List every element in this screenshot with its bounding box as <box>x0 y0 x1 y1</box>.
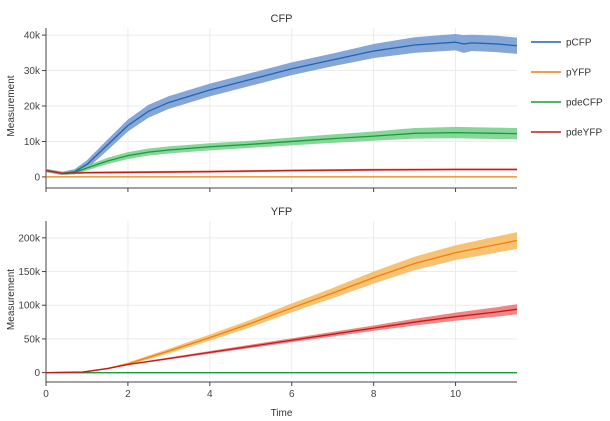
x-tick-label: 8 <box>371 389 377 400</box>
x-tick-label: 4 <box>207 389 213 400</box>
x-tick-label: 2 <box>125 389 131 400</box>
x-tick-label: 6 <box>289 389 295 400</box>
x-tick-label: 0 <box>43 389 49 400</box>
band-pCFP <box>46 34 517 176</box>
x-tick-label: 10 <box>450 389 462 400</box>
y-tick-label: 50k <box>24 334 41 345</box>
y-tick-label: 20k <box>24 102 41 113</box>
band-pdeYFP <box>46 304 517 373</box>
x-axis-title: Time <box>271 408 293 419</box>
panel-cfp: 0 10k 20k 30k 40k CFP Measurement <box>6 13 518 192</box>
y-tick-label: 200k <box>18 233 41 244</box>
band-pdeCFP <box>46 126 517 175</box>
panel-title: YFP <box>271 206 292 218</box>
series-line-pdeYFP <box>45 308 518 374</box>
series-line-pdeCFP <box>45 131 518 175</box>
y-tick-label: 0 <box>34 172 40 183</box>
y-tick-label: 100k <box>18 301 41 312</box>
legend-label-pdeYFP: pdeYFP <box>566 128 602 139</box>
legend-label-pYFP: pYFP <box>566 68 591 79</box>
y-tick-label: 10k <box>24 137 41 148</box>
band-pYFP <box>46 232 517 373</box>
y-axis-title: Measurement <box>6 269 17 330</box>
legend-label-pdeCFP: pdeCFP <box>566 98 603 109</box>
series-line-pdeYFP <box>45 168 517 175</box>
y-tick-label: 40k <box>24 31 41 42</box>
legend-label-pCFP: pCFP <box>566 38 592 49</box>
y-tick-label: 150k <box>18 267 41 278</box>
y-tick-label: 0 <box>34 368 40 379</box>
panel-yfp: 0 50k 100k 150k 200k 0 2 4 6 8 10 YFP Measurement Tim… <box>6 206 518 419</box>
legend: pCFP pYFP pdeCFP pdeYFP <box>531 38 603 139</box>
y-axis-title: Measurement <box>6 75 17 136</box>
series-line-pCFP <box>45 41 518 175</box>
y-tick-label: 30k <box>24 66 41 77</box>
panel-title: CFP <box>271 13 293 25</box>
